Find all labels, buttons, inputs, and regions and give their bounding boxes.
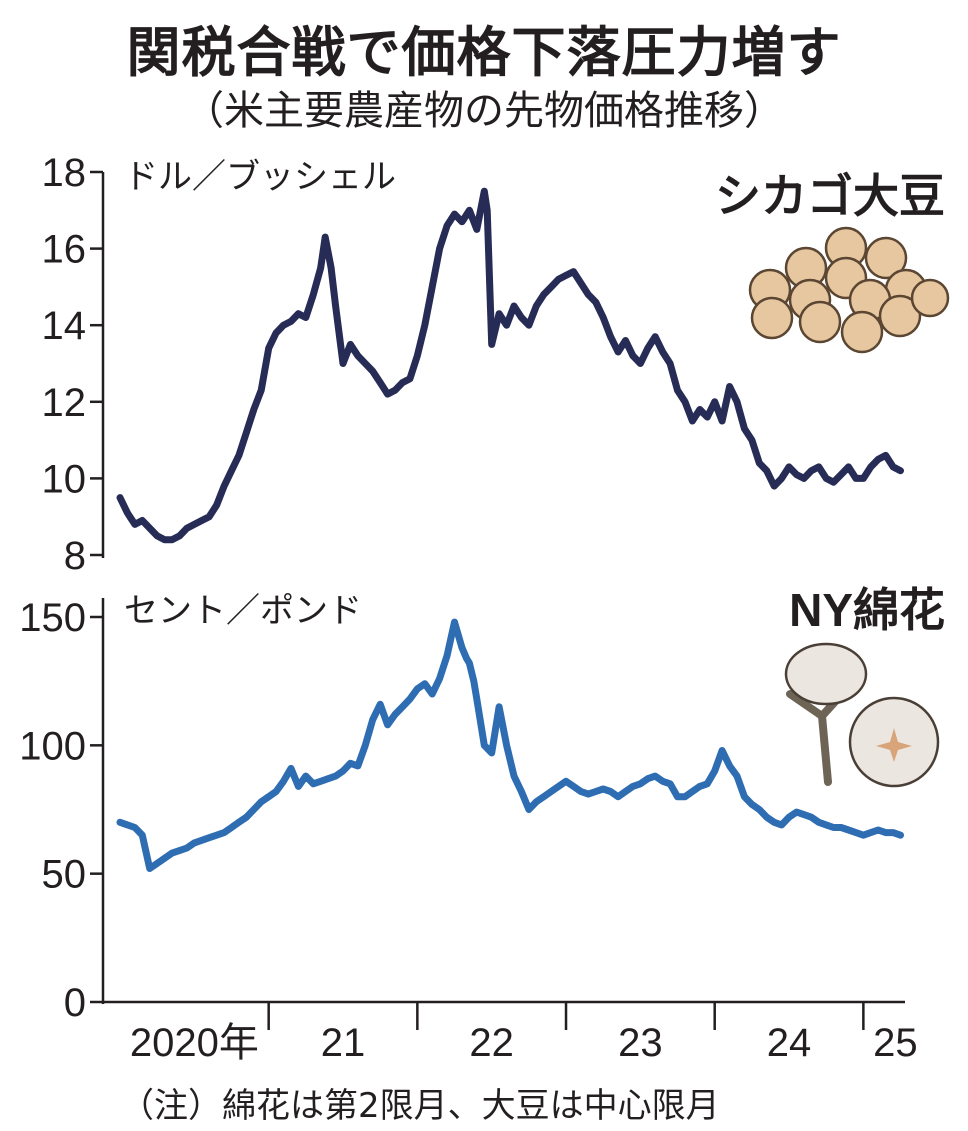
cotton-unit-label: セント／ポンド <box>124 592 362 630</box>
soybean-y-tick-label: 12 <box>42 381 87 425</box>
soybean-pile-icon <box>748 226 950 354</box>
chart-title: 関税合戦で価格下落圧力増す <box>126 21 842 84</box>
soybean-series-line <box>116 187 904 544</box>
x-tick-label: 21 <box>321 1021 366 1065</box>
soybean-price-line <box>116 187 904 544</box>
soybean-y-tick-label: 16 <box>42 228 87 272</box>
x-ticks: 2020年 21 22 23 24 25 <box>130 1002 918 1065</box>
x-tick-label: 2020年 <box>130 1021 259 1065</box>
cotton-y-ticks: 0 50 100 150 <box>19 596 103 1025</box>
x-tick-label: 24 <box>767 1021 812 1065</box>
soybean-y-tick-label: 14 <box>42 304 87 348</box>
x-tick-label: 25 <box>873 1021 918 1065</box>
cotton-y-tick-label: 100 <box>19 724 86 768</box>
cotton-series-line <box>116 618 904 872</box>
soybean-y-ticks: 8 10 12 14 16 18 <box>42 151 103 578</box>
cotton-panel: 0 50 100 150 セント／ポンド NY綿花 <box>19 584 945 1025</box>
cotton-boll-icon <box>784 642 940 788</box>
cotton-price-line <box>116 618 904 872</box>
cotton-series-label: NY綿花 <box>789 584 945 636</box>
footnote: （注）綿花は第2限月、大豆は中心限月 <box>120 1086 720 1126</box>
x-tick-label: 22 <box>469 1021 514 1065</box>
soybean-y-tick-label: 10 <box>42 457 87 501</box>
x-tick-label: 23 <box>618 1021 663 1065</box>
soybean-series-label: シカゴ大豆 <box>715 170 945 222</box>
soybean-y-tick-label: 18 <box>42 151 87 195</box>
cotton-y-tick-label: 0 <box>64 981 86 1025</box>
chart-subtitle: （米主要農産物の先物価格推移） <box>184 88 784 134</box>
soybean-unit-label: ドル／ブッシェル <box>124 158 396 196</box>
soybean-panel: 8 10 12 14 16 18 ドル／ブッシェル シカゴ大豆 <box>42 151 950 578</box>
cotton-y-tick-label: 150 <box>19 596 86 640</box>
cotton-y-tick-label: 50 <box>42 853 87 897</box>
soybean-y-tick-label: 8 <box>64 534 86 578</box>
